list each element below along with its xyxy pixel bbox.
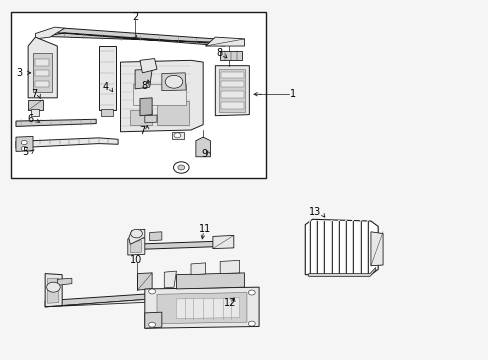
Polygon shape <box>221 81 243 87</box>
Circle shape <box>148 289 155 294</box>
Polygon shape <box>16 136 33 152</box>
Polygon shape <box>164 271 176 288</box>
Text: 2: 2 <box>132 13 138 22</box>
Polygon shape <box>35 59 49 66</box>
Circle shape <box>130 229 142 238</box>
Polygon shape <box>219 69 245 112</box>
Polygon shape <box>212 235 233 249</box>
Bar <box>11 12 266 178</box>
Circle shape <box>174 133 181 138</box>
Text: 10: 10 <box>130 255 142 265</box>
Polygon shape <box>16 119 96 126</box>
Polygon shape <box>215 66 249 116</box>
Circle shape <box>173 162 189 173</box>
Polygon shape <box>176 273 244 289</box>
Polygon shape <box>35 70 49 76</box>
Polygon shape <box>221 72 243 78</box>
Polygon shape <box>220 260 239 274</box>
Polygon shape <box>101 109 113 116</box>
Polygon shape <box>128 229 144 244</box>
Circle shape <box>178 165 184 170</box>
Text: 4: 4 <box>102 82 109 92</box>
Polygon shape <box>308 267 375 276</box>
Polygon shape <box>135 69 152 89</box>
Text: 1: 1 <box>289 89 296 99</box>
Polygon shape <box>30 109 39 116</box>
Polygon shape <box>47 278 59 303</box>
Polygon shape <box>127 238 144 255</box>
Polygon shape <box>132 84 186 105</box>
Polygon shape <box>45 295 244 307</box>
Polygon shape <box>370 232 382 266</box>
Polygon shape <box>220 51 242 60</box>
Polygon shape <box>130 241 232 249</box>
Polygon shape <box>140 59 157 73</box>
Text: 6: 6 <box>27 114 34 124</box>
Text: 8: 8 <box>142 81 147 91</box>
Polygon shape <box>157 293 246 324</box>
Polygon shape <box>35 27 64 39</box>
Text: 7: 7 <box>139 126 145 136</box>
Polygon shape <box>45 28 224 46</box>
Circle shape <box>46 282 60 292</box>
Polygon shape <box>33 53 52 93</box>
Polygon shape <box>140 98 152 116</box>
Circle shape <box>165 75 183 88</box>
Circle shape <box>21 147 27 151</box>
Polygon shape <box>191 263 205 275</box>
Text: 9: 9 <box>201 149 207 159</box>
Text: 11: 11 <box>198 224 210 234</box>
Polygon shape <box>45 290 205 307</box>
Circle shape <box>248 290 255 295</box>
Polygon shape <box>196 137 210 157</box>
Text: 12: 12 <box>224 298 236 308</box>
Polygon shape <box>16 138 118 148</box>
Text: 7: 7 <box>31 89 38 99</box>
Polygon shape <box>205 37 244 46</box>
Polygon shape <box>137 273 152 290</box>
Polygon shape <box>144 312 162 328</box>
Polygon shape <box>45 274 62 307</box>
Polygon shape <box>149 232 162 241</box>
Polygon shape <box>221 102 243 109</box>
Polygon shape <box>120 60 203 132</box>
Polygon shape <box>28 37 57 98</box>
Polygon shape <box>171 132 183 139</box>
Polygon shape <box>144 287 259 328</box>
Polygon shape <box>57 278 72 285</box>
Polygon shape <box>130 111 152 125</box>
Polygon shape <box>28 100 42 111</box>
Circle shape <box>21 140 27 145</box>
Polygon shape <box>176 298 239 319</box>
Polygon shape <box>99 46 116 111</box>
Text: 3: 3 <box>17 68 23 78</box>
Polygon shape <box>130 241 141 252</box>
Polygon shape <box>157 102 188 125</box>
Text: 5: 5 <box>22 147 29 157</box>
Polygon shape <box>162 73 186 91</box>
Text: 13: 13 <box>308 207 321 217</box>
Circle shape <box>248 321 255 326</box>
Text: 8: 8 <box>216 48 222 58</box>
Polygon shape <box>221 91 243 98</box>
Circle shape <box>148 322 155 327</box>
Polygon shape <box>305 219 377 275</box>
Polygon shape <box>144 115 157 123</box>
Polygon shape <box>35 81 49 87</box>
